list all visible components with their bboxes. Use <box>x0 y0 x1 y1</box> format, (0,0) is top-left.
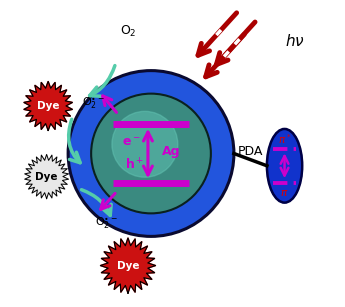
Polygon shape <box>100 238 156 293</box>
Circle shape <box>112 111 178 177</box>
Circle shape <box>68 71 234 236</box>
Text: $\pi$: $\pi$ <box>280 188 289 198</box>
Polygon shape <box>25 154 69 199</box>
FancyArrowPatch shape <box>90 66 115 96</box>
FancyArrowPatch shape <box>81 190 111 216</box>
Text: PDA: PDA <box>238 146 263 158</box>
Text: e$^-$: e$^-$ <box>122 136 140 149</box>
Text: Ag: Ag <box>162 146 180 158</box>
Polygon shape <box>24 81 72 130</box>
Text: O$_2^{\bullet -}$: O$_2^{\bullet -}$ <box>95 215 118 231</box>
Text: $h\nu$: $h\nu$ <box>285 33 305 49</box>
Text: Dye: Dye <box>37 101 59 111</box>
Text: O$_2$: O$_2$ <box>120 24 136 39</box>
Circle shape <box>91 94 211 213</box>
Ellipse shape <box>267 129 302 203</box>
Text: $\pi^*$: $\pi^*$ <box>278 132 291 146</box>
Text: Dye: Dye <box>36 172 58 181</box>
Text: h$^+$: h$^+$ <box>125 157 144 173</box>
Text: O$_2^{\bullet -}$: O$_2^{\bullet -}$ <box>82 95 105 111</box>
Text: Dye: Dye <box>117 261 139 270</box>
FancyArrowPatch shape <box>69 119 80 163</box>
